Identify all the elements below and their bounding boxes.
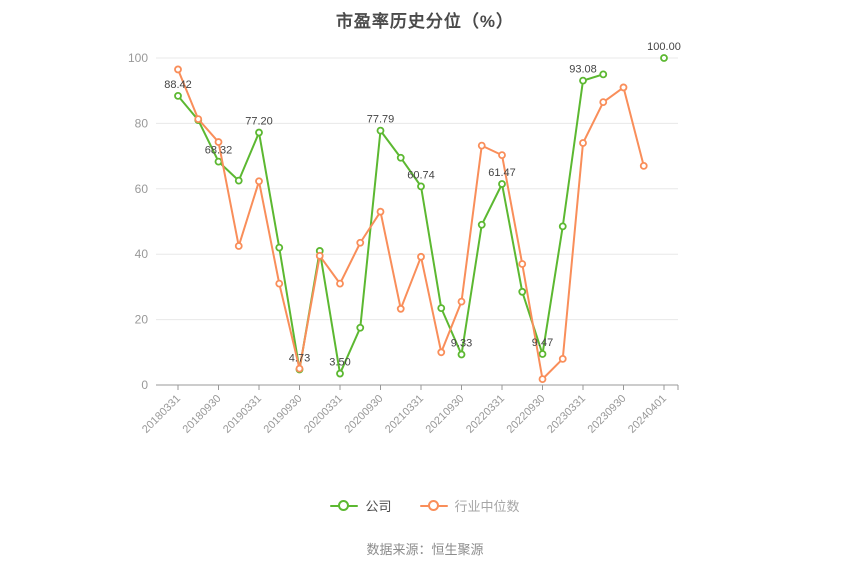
industry-median-point-20190930[interactable] — [295, 364, 304, 373]
company-point-20240401[interactable] — [660, 54, 668, 62]
chart-title: 市盈率历史分位（%） — [335, 12, 515, 31]
x-axis-label: 20230331 — [545, 393, 588, 436]
company-point-20210630[interactable] — [437, 304, 446, 313]
company-point-label: 93.08 — [569, 64, 597, 76]
data-source-note: 数据来源：恒生聚源 — [366, 542, 484, 557]
y-axis-label: 0 — [141, 378, 148, 392]
industry-median-point-20191231[interactable] — [315, 251, 324, 260]
company-point-20210930[interactable] — [457, 350, 466, 359]
x-axis-label: 20240401 — [626, 393, 669, 436]
company-point-20230630[interactable] — [599, 70, 608, 79]
company-point-label: 4.73 — [289, 353, 310, 365]
industry-median-point-20220630[interactable] — [518, 260, 527, 268]
company-point-label: 100.00 — [647, 41, 681, 53]
company-point-label: 77.20 — [245, 116, 273, 128]
company-point-20220331[interactable] — [498, 180, 506, 188]
x-axis-label: 20190930 — [262, 393, 305, 436]
legend-item-company[interactable]: 公司 — [330, 496, 392, 515]
industry-median-point-20220930[interactable] — [538, 375, 547, 384]
industry-median-point-20210630[interactable] — [437, 348, 446, 357]
x-axis-label: 20220930 — [505, 393, 548, 436]
legend: 公司 行业中位数 — [0, 496, 850, 515]
industry-median-point-20230630[interactable] — [599, 98, 608, 107]
industry-median-point-20200630[interactable] — [356, 238, 365, 247]
x-axis-label: 20210331 — [383, 393, 426, 436]
company-point-20211231[interactable] — [477, 220, 486, 229]
industry-median-point-20210930[interactable] — [457, 297, 466, 306]
company-point-20220630[interactable] — [518, 287, 527, 296]
industry-median-point-20220331[interactable] — [498, 151, 506, 160]
company-point-20181231[interactable] — [234, 176, 243, 185]
y-axis-label: 100 — [128, 51, 148, 65]
industry-median-point-20181231[interactable] — [234, 242, 243, 250]
company-point-label: 9.33 — [451, 337, 472, 349]
company-line-marker-icon — [330, 499, 359, 512]
industry-median-point-20230331[interactable] — [579, 139, 587, 147]
x-axis-label: 20200331 — [302, 393, 345, 436]
company-point-20200331[interactable] — [336, 369, 344, 378]
company-point-label: 61.47 — [488, 167, 516, 179]
company-point-label: 60.74 — [407, 169, 435, 181]
x-axis-label: 20230930 — [586, 393, 629, 436]
x-axis-label: 20180331 — [140, 393, 183, 436]
company-point-20190630[interactable] — [275, 243, 284, 252]
company-point-label: 68.32 — [205, 145, 233, 157]
company-point-label: 88.42 — [164, 79, 192, 91]
industry-median-point-20201231[interactable] — [396, 304, 405, 313]
industry-median-point-20180930[interactable] — [214, 138, 223, 146]
company-point-label: 3.50 — [329, 357, 350, 369]
company-point-20201231[interactable] — [396, 153, 405, 162]
industry-median-line-marker-icon — [419, 499, 448, 512]
y-axis-label: 20 — [135, 313, 149, 327]
x-axis-label: 20190331 — [221, 393, 264, 436]
x-axis-label: 20200930 — [343, 393, 386, 436]
industry-median-point-20231231[interactable] — [639, 162, 648, 170]
company-point-20230331[interactable] — [579, 76, 587, 85]
industry-median-point-20190630[interactable] — [275, 279, 284, 288]
industry-median-point-20210331[interactable] — [417, 252, 425, 261]
company-point-label: 9.47 — [532, 337, 553, 349]
industry-median-point-20211231[interactable] — [477, 141, 486, 150]
company-point-20190331[interactable] — [255, 128, 263, 137]
industry-median-point-20221231[interactable] — [558, 354, 567, 363]
y-axis-label: 80 — [135, 116, 149, 130]
company-point-20220930[interactable] — [538, 350, 547, 358]
industry-median-point-20180630[interactable] — [194, 115, 203, 124]
company-point-20221231[interactable] — [558, 222, 567, 231]
company-point-20180331[interactable] — [174, 91, 182, 100]
y-axis-label: 40 — [135, 247, 149, 261]
industry-median-point-20190331[interactable] — [255, 177, 263, 186]
company-point-20210331[interactable] — [417, 182, 425, 191]
plot-area: 0 20 40 60 80 100 2018033120180930201903312019… — [128, 41, 681, 436]
company-point-20180930[interactable] — [214, 157, 223, 166]
industry-median-point-20180331[interactable] — [174, 65, 182, 74]
company-point-20200930[interactable] — [376, 126, 385, 135]
industry-median-series-line — [177, 69, 645, 381]
company-point-label: 77.79 — [367, 114, 395, 126]
industry-median-point-20200331[interactable] — [336, 279, 344, 288]
x-axis-label: 20210930 — [424, 393, 467, 436]
legend-label-industry-median: 行业中位数 — [454, 499, 520, 514]
company-point-20200630[interactable] — [356, 323, 365, 332]
industry-median-point-20230930[interactable] — [619, 83, 628, 92]
legend-label-company: 公司 — [365, 499, 392, 514]
x-axis-label: 20220331 — [464, 393, 507, 436]
legend-item-industry-median[interactable]: 行业中位数 — [419, 496, 520, 515]
y-axis-label: 60 — [135, 182, 149, 196]
x-axis-label: 20180930 — [181, 393, 224, 436]
industry-median-point-20200930[interactable] — [376, 207, 385, 216]
